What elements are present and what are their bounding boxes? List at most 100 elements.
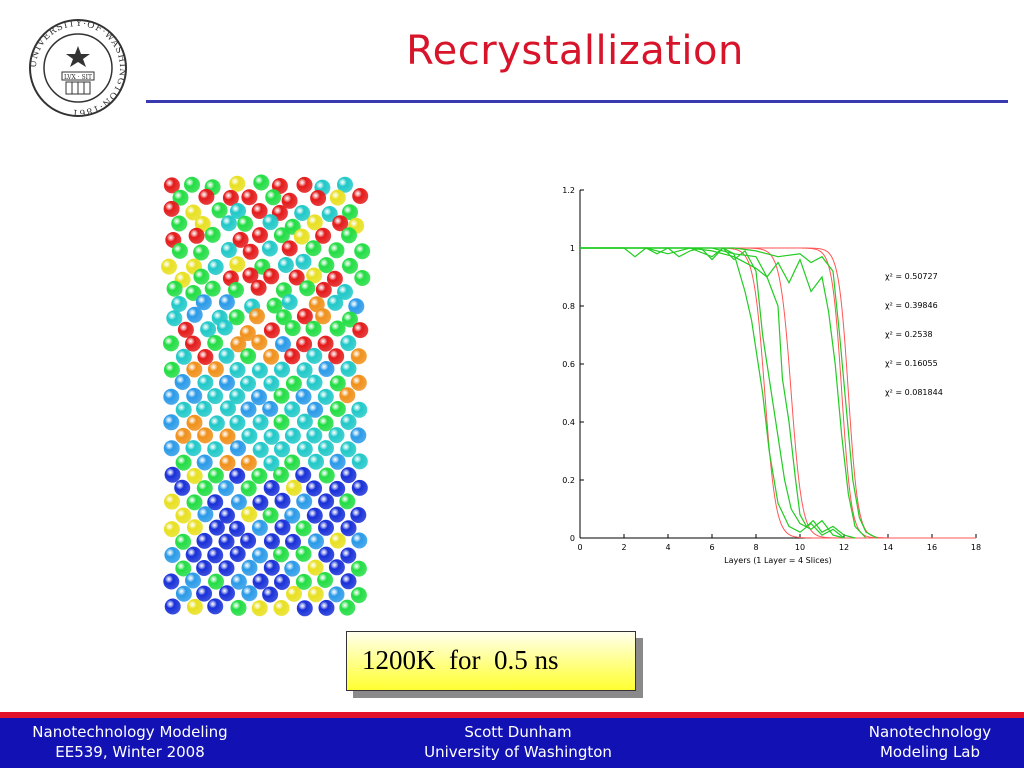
atom-sphere	[252, 227, 268, 244]
atom-sphere	[340, 335, 357, 352]
atom-sphere	[288, 269, 305, 286]
atom-sphere	[208, 415, 225, 432]
atom-sphere	[275, 309, 292, 326]
atom-sphere	[204, 226, 221, 243]
atom-sphere	[352, 188, 369, 204]
atom-sphere	[318, 257, 335, 274]
profile-curve	[580, 247, 878, 539]
atom-sphere	[329, 453, 346, 470]
atom-sphere	[339, 387, 356, 404]
atom-sphere	[350, 587, 367, 604]
atom-sphere	[273, 466, 289, 483]
y-tick-label: 0.6	[562, 360, 575, 369]
atom-sphere	[219, 507, 235, 524]
atom-sphere	[284, 560, 301, 577]
atom-sphere	[197, 374, 214, 391]
atom-sphere	[237, 215, 254, 232]
atom-sphere	[218, 347, 235, 364]
atom-sphere	[273, 227, 290, 244]
atom-sphere	[329, 320, 346, 337]
atom-sphere	[296, 176, 313, 193]
atom-sphere	[263, 533, 280, 550]
footer-course: Nanotechnology Modeling EE539, Winter 20…	[20, 722, 240, 762]
atom-sphere	[229, 546, 246, 562]
atom-sphere	[229, 467, 246, 484]
atom-sphere	[175, 427, 192, 444]
atom-sphere	[251, 389, 267, 406]
atom-sphere	[240, 454, 257, 471]
atom-sphere	[340, 520, 357, 537]
atom-sphere	[307, 401, 324, 418]
footer-stripe	[0, 712, 1024, 718]
atom-sphere	[219, 585, 235, 602]
caption-box: 1200K for 0.5 ns	[346, 631, 636, 691]
atom-sphere	[251, 362, 268, 379]
atom-sphere	[239, 325, 256, 342]
atom-sphere	[284, 348, 301, 365]
atom-sphere	[265, 189, 282, 206]
atom-sphere	[232, 231, 249, 248]
chi-squared-annotation: χ² = 0.2538	[885, 330, 933, 339]
atom-sphere	[164, 466, 181, 483]
y-tick-label: 0.4	[562, 418, 575, 427]
atom-sphere	[164, 598, 181, 615]
atom-sphere	[352, 322, 369, 339]
atom-sphere	[342, 257, 358, 274]
atom-sphere	[204, 280, 221, 297]
atom-sphere	[318, 440, 334, 457]
atom-sphere	[350, 348, 367, 365]
atom-sphere	[220, 242, 237, 258]
atom-sphere	[306, 427, 323, 444]
atom-sphere	[166, 310, 183, 327]
atom-sphere	[229, 414, 246, 431]
atom-sphere	[329, 480, 346, 497]
atom-sphere	[273, 600, 290, 616]
atom-sphere	[240, 480, 257, 497]
atom-sphere	[229, 362, 246, 378]
atom-sphere	[354, 270, 371, 286]
atom-sphere	[295, 388, 312, 405]
atom-sphere	[253, 174, 270, 191]
atom-sphere	[193, 268, 210, 285]
atom-sphere	[241, 189, 258, 206]
atom-sphere	[230, 203, 246, 219]
atom-sphere	[211, 202, 228, 219]
atom-sphere	[329, 506, 346, 523]
atom-sphere	[328, 586, 345, 603]
atom-sphere	[229, 388, 246, 405]
atom-sphere	[295, 467, 312, 483]
atom-sphere	[207, 467, 224, 484]
atom-sphere	[175, 507, 192, 524]
atom-sphere	[207, 494, 224, 511]
atom-sphere	[229, 520, 245, 537]
profile-curve	[580, 247, 867, 539]
atom-sphere	[185, 440, 202, 457]
atom-sphere	[340, 414, 357, 430]
atom-sphere	[163, 414, 180, 431]
atom-sphere	[240, 348, 257, 365]
atom-sphere	[193, 244, 210, 261]
atom-sphere	[274, 361, 290, 378]
atom-sphere	[350, 427, 367, 444]
atom-sphere	[281, 294, 298, 311]
atom-sphere	[216, 319, 233, 336]
atom-sphere	[175, 348, 192, 365]
atom-sphere	[194, 216, 211, 232]
atom-sphere	[251, 334, 268, 351]
atom-sphere	[284, 320, 301, 337]
atom-sphere	[186, 414, 203, 431]
atom-sphere	[305, 320, 322, 337]
atom-sphere	[275, 336, 291, 353]
atom-sphere	[328, 427, 345, 444]
atom-sphere	[329, 532, 346, 549]
atom-sphere	[197, 506, 214, 523]
atom-sphere	[340, 441, 357, 458]
atom-sphere	[172, 189, 189, 206]
atom-sphere	[340, 360, 357, 377]
atom-sphere	[321, 206, 338, 222]
atom-sphere	[171, 242, 188, 259]
atom-sphere	[262, 586, 279, 603]
atom-sphere	[197, 427, 214, 444]
chi-squared-annotation: χ² = 0.50727	[885, 272, 938, 281]
atom-sphere	[200, 321, 217, 338]
